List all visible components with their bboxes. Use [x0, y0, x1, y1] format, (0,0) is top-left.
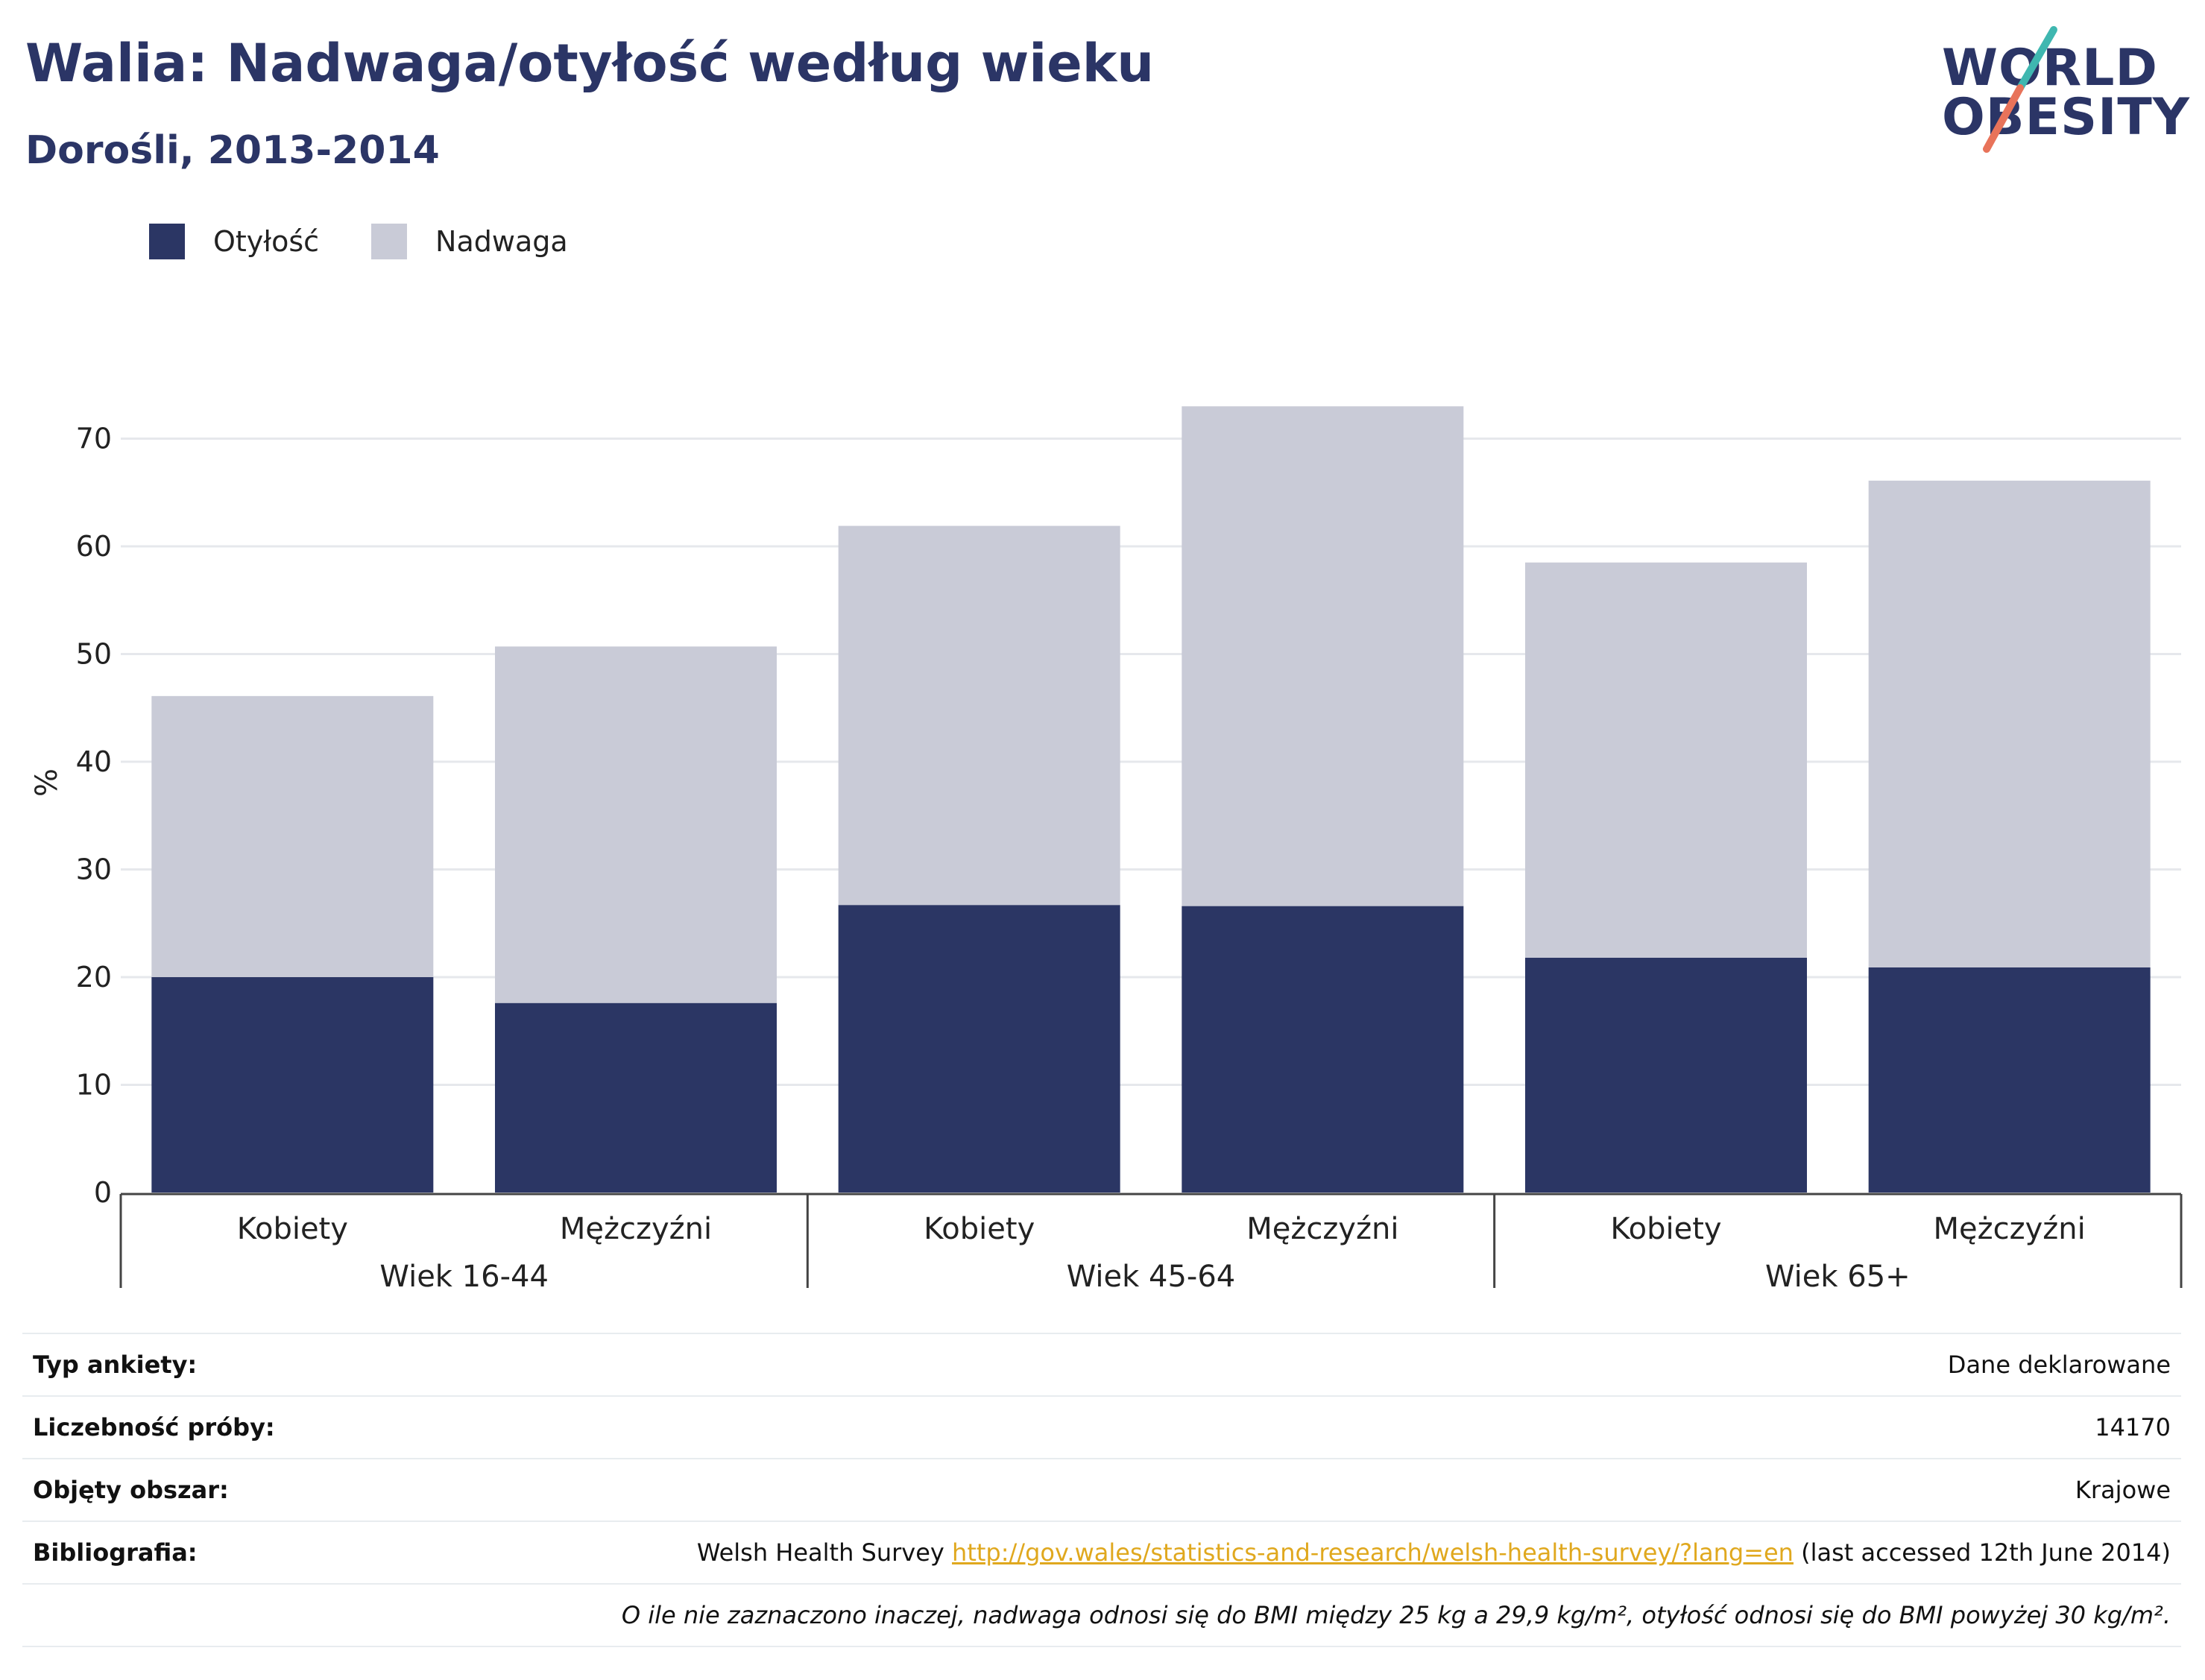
info-value: Krajowe — [2075, 1476, 2171, 1504]
bar-obesity — [1182, 906, 1464, 1193]
logo-slash-icon — [1983, 26, 2057, 153]
legend-swatch-obesity — [149, 224, 185, 259]
x-tick-label: Mężczyźni — [1246, 1212, 1398, 1246]
y-tick-label: 10 — [76, 1069, 112, 1102]
bar-overweight — [1525, 562, 1807, 958]
legend-label-overweight: Nadwaga — [435, 225, 568, 258]
logo-text-line2: OBESITY — [1942, 88, 2190, 147]
y-tick-label: 20 — [76, 961, 112, 994]
y-tick-label: 70 — [76, 423, 112, 455]
info-row-bibliography: Bibliografia: Welsh Health Survey http:/… — [22, 1520, 2181, 1583]
x-tick-label: Kobiety — [924, 1212, 1035, 1246]
info-row-survey-type: Typ ankiety: Dane deklarowane — [22, 1333, 2181, 1395]
bar-overweight — [151, 695, 434, 977]
chart-title: Walia: Nadwaga/otyłość według wieku — [25, 33, 1155, 94]
info-label: Typ ankiety: — [33, 1351, 198, 1379]
bar-obesity — [1525, 957, 1807, 1193]
x-tick-label: Mężczyźni — [1934, 1212, 2086, 1246]
x-tick-label: Kobiety — [237, 1212, 348, 1246]
info-value: Dane deklarowane — [1947, 1351, 2171, 1379]
info-label: Objęty obszar: — [33, 1476, 229, 1504]
group-label: Wiek 45-64 — [1067, 1260, 1236, 1294]
bar-obesity — [151, 977, 434, 1193]
bar-obesity — [838, 905, 1120, 1193]
chart-subtitle: Dorośli, 2013-2014 — [25, 128, 440, 173]
y-tick-label: 30 — [76, 853, 112, 886]
group-label: Wiek 16-44 — [379, 1260, 549, 1294]
bar-overweight — [1182, 406, 1464, 906]
group-label: Wiek 65+ — [1765, 1260, 1911, 1294]
bibliography-link[interactable]: http://gov.wales/statistics-and-research… — [952, 1538, 1794, 1567]
bar-obesity — [495, 1002, 777, 1193]
world-obesity-logo: WORLD OBESITY — [1942, 24, 2190, 158]
y-tick-label: 50 — [76, 638, 112, 671]
legend-label-obesity: Otyłość — [213, 225, 320, 258]
definition-note: O ile nie zaznaczono inaczej, nadwaga od… — [621, 1601, 2171, 1629]
info-row-coverage: Objęty obszar: Krajowe — [22, 1458, 2181, 1520]
y-axis-label: % — [30, 768, 64, 797]
y-tick-label: 60 — [76, 530, 112, 563]
info-row-sample-size: Liczebność próby: 14170 — [22, 1395, 2181, 1458]
legend-item-overweight[interactable]: Nadwaga — [371, 224, 568, 259]
info-table: Typ ankiety: Dane deklarowane Liczebność… — [22, 1333, 2181, 1647]
bar-overweight — [838, 525, 1120, 906]
info-label: Bibliografia: — [33, 1538, 198, 1567]
bar-obesity — [1868, 967, 2151, 1193]
x-tick-label: Mężczyźni — [560, 1212, 712, 1246]
x-tick-label: Kobiety — [1610, 1212, 1721, 1246]
bibliography-prefix: Welsh Health Survey — [696, 1538, 953, 1567]
info-value: 14170 — [2095, 1413, 2171, 1441]
bibliography-suffix: (last accessed 12th June 2014) — [1793, 1538, 2171, 1567]
chart-legend: Otyłość Nadwaga — [149, 224, 620, 259]
info-row-note: O ile nie zaznaczono inaczej, nadwaga od… — [22, 1583, 2181, 1647]
bar-overweight — [1868, 480, 2151, 967]
legend-swatch-overweight — [371, 224, 408, 259]
logo-text-line1: WORLD — [1942, 39, 2158, 98]
stacked-bar-chart: 0 10 20 30 40 50 60 70% Kobiety Mężczyźni Kobiety M… — [30, 406, 2183, 1294]
legend-item-obesity[interactable]: Otyłość — [149, 224, 319, 259]
bar-overweight — [495, 646, 777, 1003]
y-tick-label: 0 — [94, 1176, 112, 1209]
y-tick-label: 40 — [76, 745, 112, 778]
info-label: Liczebność próby: — [33, 1413, 275, 1441]
bibliography-value: Welsh Health Survey http://gov.wales/sta… — [697, 1538, 2171, 1567]
